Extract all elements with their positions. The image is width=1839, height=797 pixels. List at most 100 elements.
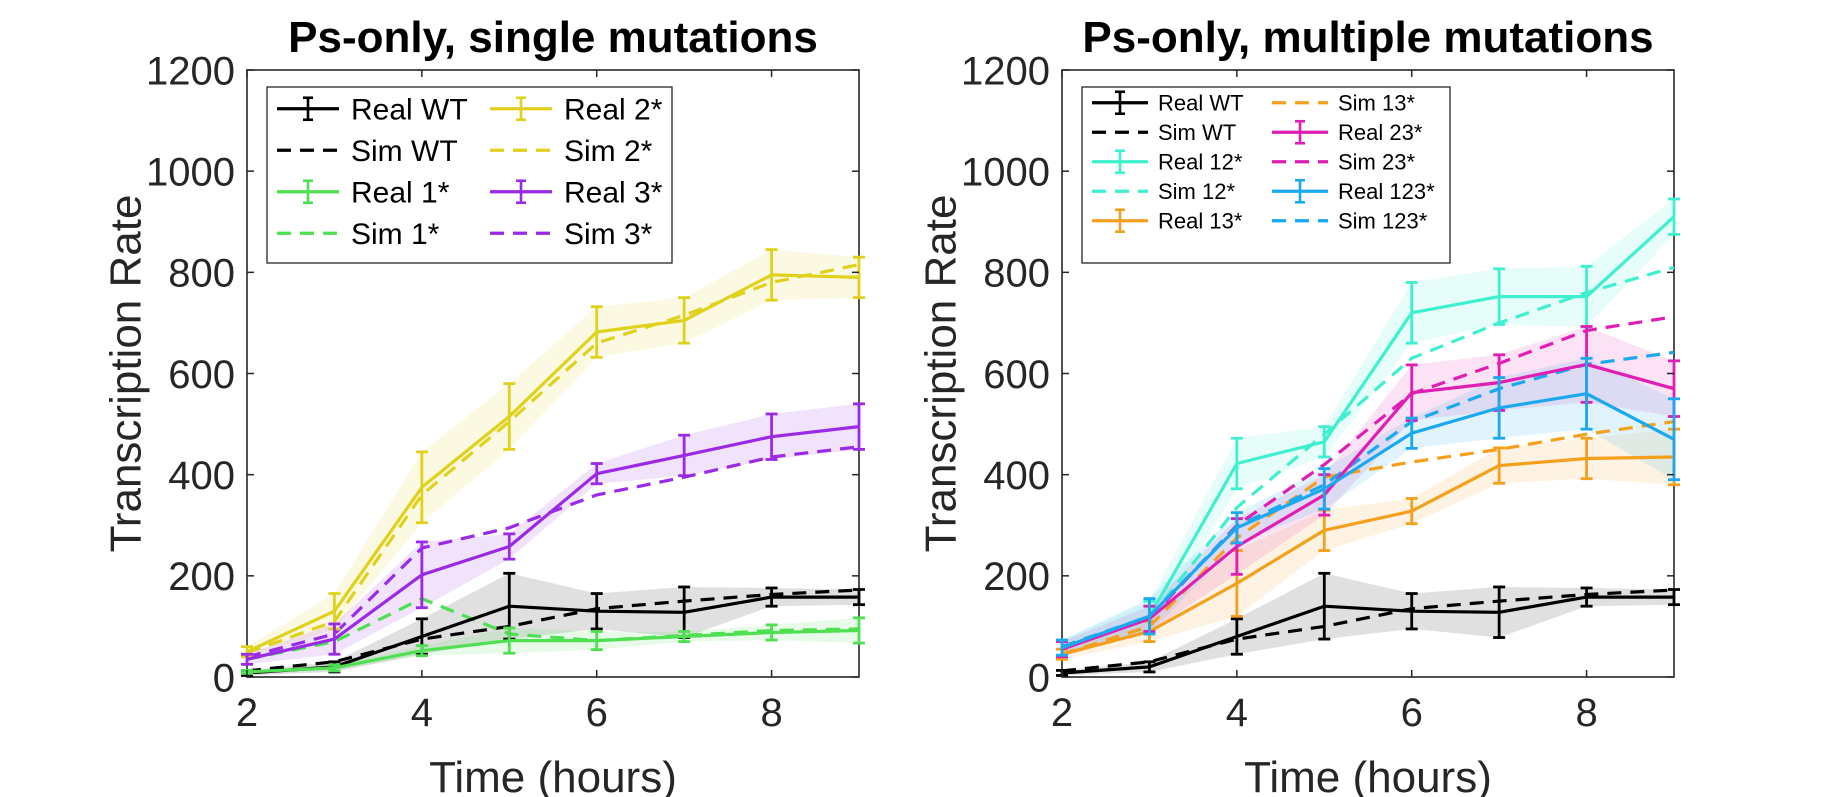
chart-title: Ps-only, multiple mutations xyxy=(1082,13,1653,62)
real-wt-error-bar xyxy=(1405,592,1418,631)
real-wt-error-bar xyxy=(1668,588,1680,607)
real-2-error-bar xyxy=(590,305,603,359)
real-wt-error-bar xyxy=(853,588,865,607)
x-axis-label: Time (hours) xyxy=(429,753,677,797)
real-13-error-bar xyxy=(1493,446,1506,485)
y-tick-label: 200 xyxy=(983,555,1050,599)
legend-label: Sim 3* xyxy=(564,218,653,251)
real-123-line xyxy=(1061,392,1675,650)
legend-entry-sim-12: Sim 12* xyxy=(1092,179,1235,204)
legend-label: Real 1* xyxy=(351,176,450,209)
real-3-error-bar xyxy=(765,412,778,461)
x-tick-label: 6 xyxy=(586,691,608,735)
real-13-error-bar xyxy=(1405,497,1418,526)
legend-label: Sim WT xyxy=(1158,120,1236,145)
x-tick-label: 6 xyxy=(1401,691,1423,735)
legend-label: Real 23* xyxy=(1338,120,1423,145)
real-1-line xyxy=(246,628,860,674)
real-123-error-bar xyxy=(1668,397,1680,482)
y-tick-label: 600 xyxy=(168,353,235,397)
legend-entry-real-123: Real 123* xyxy=(1272,179,1435,204)
real-1-error-bar xyxy=(678,630,691,643)
legend-entry-sim-wt: Sim WT xyxy=(1092,120,1236,145)
legend-entry-sim-23: Sim 23* xyxy=(1272,149,1415,174)
real-1-error-bar xyxy=(590,630,603,652)
real-23-line xyxy=(1061,362,1675,651)
real-3-error-bar xyxy=(415,540,428,610)
real-3-error-bar xyxy=(590,462,603,486)
real-123-error-bar xyxy=(1318,467,1331,511)
real-123-error-bar xyxy=(1143,597,1156,636)
real-2-error-bar xyxy=(678,296,691,345)
legend-entry-real-2: Real 2* xyxy=(490,93,663,126)
real-wt-error-bar xyxy=(590,592,603,631)
legend-label: Real 12* xyxy=(1158,149,1243,174)
real-3-error-bar xyxy=(853,402,865,451)
x-tick-label: 8 xyxy=(1575,691,1597,735)
real-12-error-bar xyxy=(1493,267,1506,326)
real-3-error-band xyxy=(247,403,859,665)
sim-wt-line xyxy=(1061,588,1675,673)
y-tick-label: 400 xyxy=(168,454,235,498)
real-123-error-bar xyxy=(1580,356,1593,431)
real-3-error-bar xyxy=(328,622,341,656)
legend-entry-sim-1: Sim 1* xyxy=(277,218,440,251)
real-1-error-bar xyxy=(503,626,516,655)
y-tick-label: 1000 xyxy=(961,151,1050,195)
legend-entry-sim-2: Sim 2* xyxy=(490,135,653,168)
real-12-error-bar xyxy=(1318,425,1331,459)
real-123-error-bar xyxy=(1493,376,1506,440)
real-3-error-bar xyxy=(678,433,691,478)
y-tick-label: 1200 xyxy=(961,49,1050,93)
y-tick-label: 600 xyxy=(983,353,1050,397)
y-tick-label: 800 xyxy=(168,252,235,296)
real-2-error-bar xyxy=(853,255,865,300)
real-3-error-bar xyxy=(503,532,516,561)
legend-label: Sim 23* xyxy=(1338,149,1415,174)
real-12-error-bar xyxy=(1230,436,1243,491)
legend-entry-sim-3: Sim 3* xyxy=(490,218,653,251)
real-wt-error-bar xyxy=(1493,585,1506,639)
x-axis-label: Time (hours) xyxy=(1244,753,1492,797)
real-13-error-band xyxy=(1062,429,1674,660)
legend-label: Sim 123* xyxy=(1338,208,1428,233)
legend-entry-real-3: Real 3* xyxy=(490,176,663,209)
legend-label: Real 13* xyxy=(1158,208,1243,233)
real-1-error-band xyxy=(247,617,859,674)
legend-label: Sim 12* xyxy=(1158,179,1235,204)
legend-label: Sim WT xyxy=(351,135,458,168)
legend-label: Real WT xyxy=(1158,90,1244,115)
real-12-error-band xyxy=(1062,199,1674,656)
legend: Real WT Sim WT Real 12* Sim 12* Real 13* Sim … xyxy=(1081,86,1451,264)
real-2-error-bar xyxy=(503,382,516,451)
x-tick-label: 2 xyxy=(236,691,258,735)
chart-title: Ps-only, single mutations xyxy=(288,13,818,62)
real-12-line xyxy=(1061,215,1676,650)
real-wt-error-bar xyxy=(1143,660,1156,674)
legend-label: Real 2* xyxy=(564,93,663,126)
real-wt-line xyxy=(1061,595,1674,675)
real-123-error-bar xyxy=(1056,638,1068,657)
real-13-error-bar xyxy=(1580,436,1593,481)
real-3-error-bar xyxy=(241,652,253,666)
legend-label: Real WT xyxy=(351,93,468,126)
legend-box xyxy=(1081,86,1451,264)
x-tick-label: 2 xyxy=(1051,691,1073,735)
y-tick-label: 800 xyxy=(983,252,1050,296)
sim-23-line xyxy=(1061,315,1675,649)
real-1-error-bar xyxy=(765,623,778,642)
legend-entry-real-1: Real 1* xyxy=(277,176,450,209)
real-wt-error-bar xyxy=(1230,617,1243,656)
real-3-line xyxy=(246,425,860,661)
legend-label: Sim 2* xyxy=(564,135,653,168)
y-axis-label: Transcription Rate xyxy=(916,195,965,553)
real-123-error-bar xyxy=(1230,511,1243,545)
real-123-error-bar xyxy=(1405,416,1418,450)
real-wt-error-bar xyxy=(765,586,778,608)
real-1-error-bar xyxy=(415,644,428,658)
sim-123-line xyxy=(1061,350,1675,649)
y-tick-label: 1200 xyxy=(146,49,235,93)
real-1-error-bar xyxy=(328,663,341,673)
